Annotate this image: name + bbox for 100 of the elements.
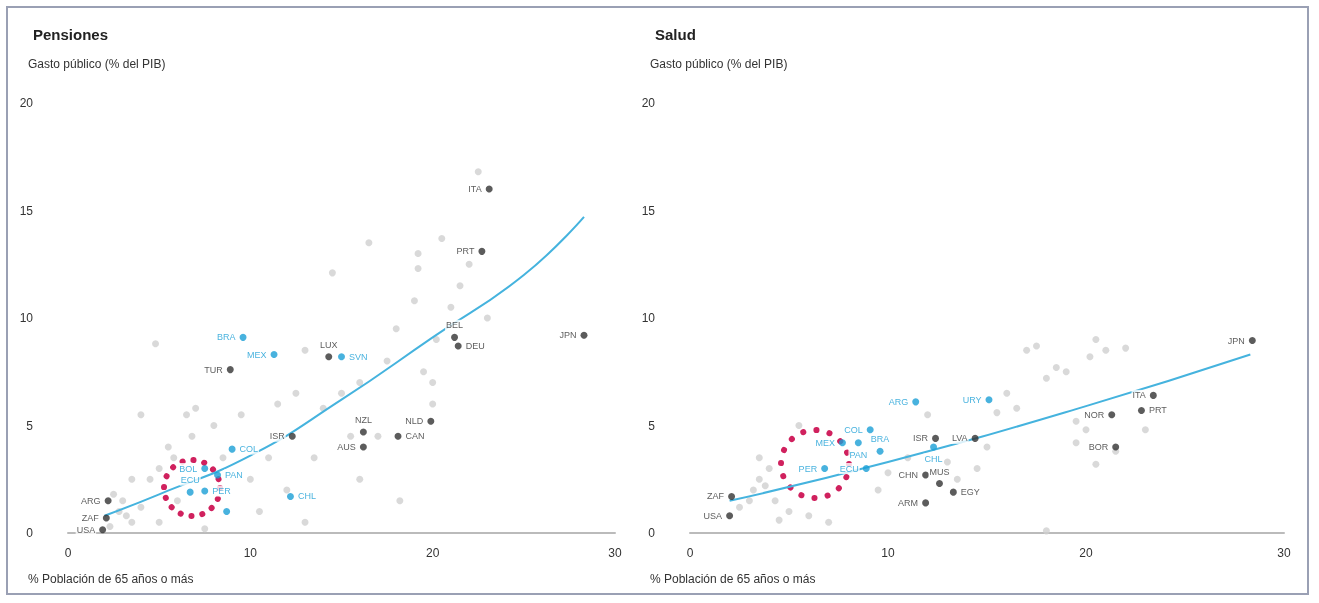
point — [1072, 417, 1080, 425]
y-axis-title: Gasto público (% del PIB) — [650, 57, 788, 71]
point — [183, 411, 191, 419]
point — [365, 239, 373, 247]
point — [392, 325, 400, 333]
point — [265, 454, 273, 462]
data-label: NZL — [354, 414, 372, 425]
point — [447, 303, 455, 311]
point — [451, 333, 459, 341]
data-label: PAN — [225, 469, 243, 480]
point — [270, 351, 278, 359]
data-label: BEL — [446, 320, 464, 331]
point — [155, 465, 163, 472]
point — [749, 486, 757, 494]
point — [128, 518, 136, 526]
y-tick-label: 10 — [641, 311, 656, 325]
point — [876, 447, 884, 455]
data-label: ITA — [1132, 390, 1146, 401]
point — [228, 445, 236, 453]
point — [255, 508, 263, 515]
x-tick-label: 0 — [686, 546, 694, 560]
y-tick-label: 15 — [641, 203, 656, 218]
point — [429, 400, 437, 408]
data-label: BRA — [870, 434, 890, 445]
data-label: ISR — [913, 433, 929, 444]
x-axis-title: % Población de 65 años o más — [28, 572, 194, 586]
point — [201, 465, 209, 472]
point — [283, 486, 291, 494]
point — [192, 404, 200, 412]
y-tick-label: 5 — [26, 418, 34, 433]
point — [155, 518, 163, 526]
point — [1137, 406, 1145, 414]
data-label: CHL — [924, 454, 943, 464]
point — [761, 482, 769, 490]
x-tick-label: 30 — [608, 546, 622, 560]
point — [374, 432, 382, 440]
point — [414, 250, 422, 257]
point — [726, 512, 734, 520]
point — [122, 512, 130, 520]
point — [943, 458, 951, 466]
point — [862, 465, 870, 472]
data-label: BRA — [217, 332, 236, 343]
y-tick-label: 0 — [26, 526, 34, 540]
data-label: CAN — [405, 431, 425, 442]
data-label: MEX — [247, 349, 267, 360]
data-label: SVN — [349, 351, 368, 362]
point — [1086, 353, 1094, 361]
point — [821, 465, 829, 472]
point — [274, 400, 282, 408]
data-label: COL — [239, 444, 259, 455]
point — [429, 379, 437, 386]
point — [1042, 374, 1050, 382]
data-label: ARM — [898, 497, 919, 508]
point — [825, 518, 833, 526]
point — [427, 417, 435, 425]
data-label: JPN — [559, 330, 577, 341]
data-label: JPN — [1227, 335, 1245, 346]
data-label: PRT — [1148, 405, 1168, 416]
x-tick-label: 10 — [243, 546, 258, 560]
point — [935, 480, 943, 488]
point — [1052, 363, 1060, 371]
point — [805, 512, 813, 520]
y-axis-title: Gasto público (% del PIB) — [28, 57, 166, 71]
point — [152, 340, 160, 348]
point — [420, 368, 428, 376]
point — [922, 499, 930, 507]
point — [1141, 426, 1149, 434]
data-label: COL — [844, 424, 863, 435]
data-label: NOR — [1084, 409, 1105, 420]
point — [328, 269, 336, 277]
data-label: PAN — [849, 449, 868, 460]
point — [119, 497, 127, 505]
point — [930, 443, 938, 451]
point — [1092, 336, 1100, 343]
data-label: MUS — [929, 466, 950, 477]
point — [137, 411, 145, 419]
point — [128, 475, 136, 483]
point — [292, 389, 300, 397]
point — [137, 503, 145, 511]
point — [414, 265, 422, 273]
point — [110, 490, 118, 498]
point — [973, 465, 981, 472]
data-label: EGY — [960, 487, 980, 498]
data-label: ZAF — [707, 491, 725, 502]
point — [728, 492, 736, 500]
point — [214, 471, 222, 479]
point — [359, 428, 367, 436]
point — [173, 497, 181, 505]
point — [1102, 346, 1110, 354]
point — [1072, 439, 1080, 447]
point — [922, 471, 930, 479]
x-tick-label: 20 — [1079, 546, 1093, 560]
point — [226, 366, 234, 374]
point — [1248, 337, 1256, 345]
point — [912, 398, 920, 406]
point — [237, 411, 245, 419]
data-label: AUS — [337, 442, 356, 452]
point — [410, 297, 418, 305]
point — [971, 434, 979, 442]
data-label: ISR — [269, 431, 286, 442]
